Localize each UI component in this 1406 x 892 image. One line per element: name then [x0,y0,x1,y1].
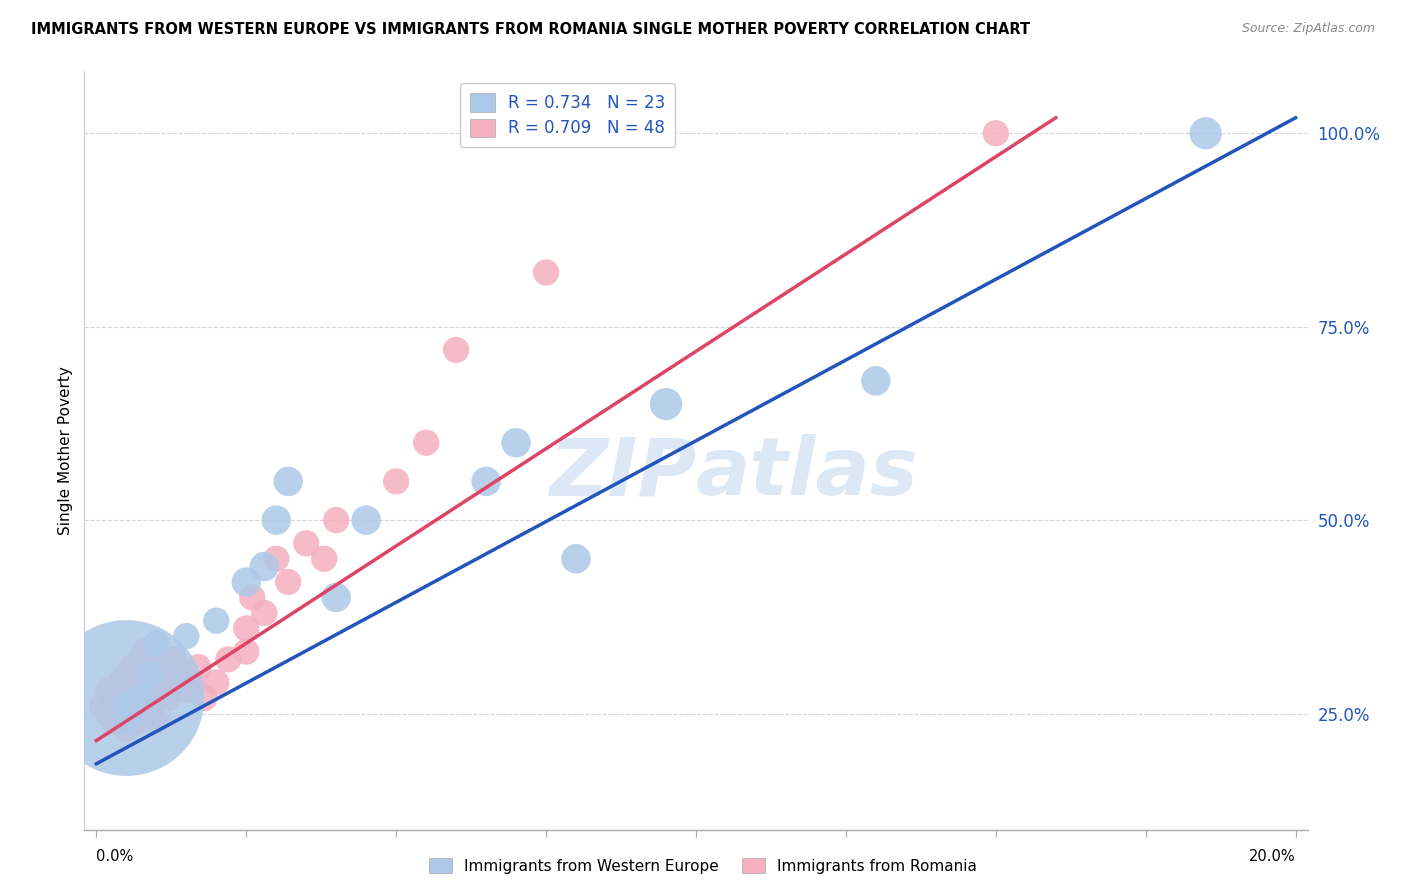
Point [115,668,138,682]
Point [163,652,186,666]
Text: IMMIGRANTS FROM WESTERN EUROPE VS IMMIGRANTS FROM ROMANIA SINGLE MOTHER POVERTY : IMMIGRANTS FROM WESTERN EUROPE VS IMMIGR… [31,22,1031,37]
Point [325,513,347,527]
Text: Source: ZipAtlas.com: Source: ZipAtlas.com [1241,22,1375,36]
Point [134,691,156,706]
Point [145,660,167,674]
Point [145,637,167,651]
Point [264,513,287,527]
Point [174,629,197,643]
Point [253,606,276,620]
Point [354,513,377,527]
Point [91,698,114,713]
Point [134,675,156,690]
Point [277,475,299,489]
Point [193,691,215,706]
Point [565,551,588,566]
Point [295,536,318,550]
Point [115,691,138,706]
Point [127,683,149,698]
Point [139,668,162,682]
Point [264,551,287,566]
Point [444,343,467,357]
Point [174,683,197,698]
Point [235,645,257,659]
Legend: R = 0.734   N = 23, R = 0.709   N = 48: R = 0.734 N = 23, R = 0.709 N = 48 [460,84,675,147]
Point [205,675,228,690]
Point [534,266,557,280]
Point [121,660,143,674]
Point [655,397,678,411]
Point [385,475,408,489]
Text: 20.0%: 20.0% [1249,849,1295,863]
Point [127,714,149,729]
Point [187,660,209,674]
Point [127,668,149,682]
Point [145,691,167,706]
Point [240,591,263,605]
Point [115,691,138,706]
Text: 0.0%: 0.0% [97,849,134,863]
Point [235,621,257,635]
Point [115,706,138,721]
Point [110,698,132,713]
Point [115,698,138,713]
Point [314,551,336,566]
Point [217,652,239,666]
Point [103,691,125,706]
Point [121,691,143,706]
Point [169,668,191,682]
Point [127,691,149,706]
Text: ZIP: ZIP [548,434,696,512]
Y-axis label: Single Mother Poverty: Single Mother Poverty [58,366,73,535]
Point [277,574,299,589]
Point [97,683,120,698]
Point [139,706,162,721]
Point [325,591,347,605]
Point [415,435,437,450]
Point [157,691,180,706]
Point [145,714,167,729]
Point [235,574,257,589]
Point [150,675,173,690]
Point [205,614,228,628]
Point [181,675,204,690]
Point [97,706,120,721]
Point [1195,126,1218,140]
Point [110,675,132,690]
Point [475,475,498,489]
Point [865,374,887,388]
Point [115,722,138,736]
Point [121,706,143,721]
Point [505,435,527,450]
Point [984,126,1007,140]
Point [115,714,138,729]
Point [134,645,156,659]
Point [253,559,276,574]
Text: atlas: atlas [696,434,918,512]
Point [134,706,156,721]
Point [103,714,125,729]
Point [121,714,143,729]
Point [139,683,162,698]
Legend: Immigrants from Western Europe, Immigrants from Romania: Immigrants from Western Europe, Immigran… [423,852,983,880]
